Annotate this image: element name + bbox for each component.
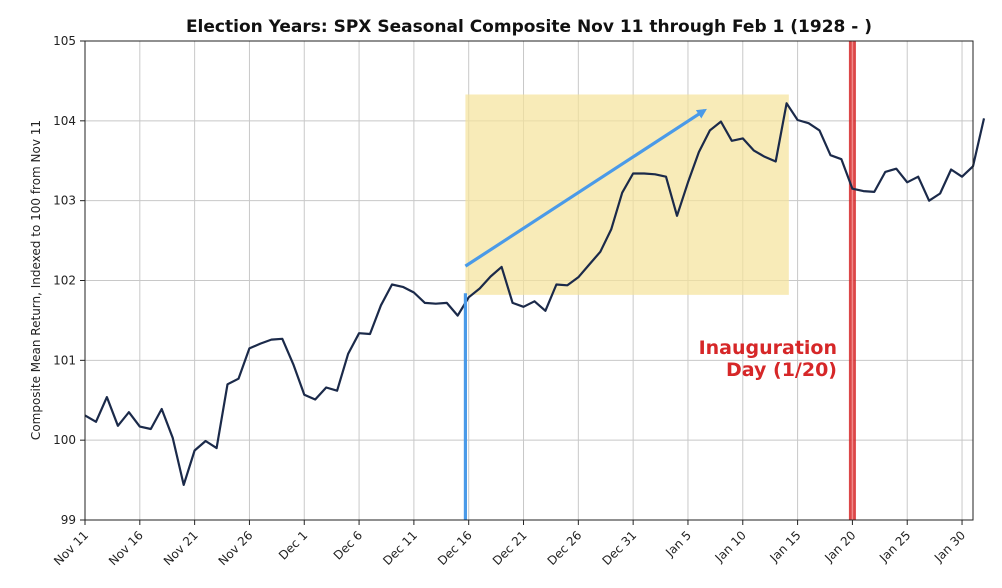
x-tick-label: Dec 6 xyxy=(331,528,365,562)
x-tick-label: Jan 25 xyxy=(876,528,913,565)
y-tick-label: 100 xyxy=(53,433,76,447)
x-tick-label: Jan 30 xyxy=(931,528,968,565)
y-tick-label: 99 xyxy=(61,513,76,527)
x-tick-label: Jan 10 xyxy=(712,528,749,565)
x-tick-label: Nov 16 xyxy=(106,528,146,568)
series-layer xyxy=(84,102,986,486)
chart-title: Election Years: SPX Seasonal Composite N… xyxy=(186,17,872,37)
annotation-inauguration-line1: Inauguration xyxy=(699,337,837,359)
y-tick-label: 103 xyxy=(53,194,76,208)
x-tick-label: Dec 11 xyxy=(380,528,420,568)
x-tick-label: Jan 5 xyxy=(662,528,694,560)
annotation-inauguration-line2: Day (1/20) xyxy=(726,359,837,381)
x-tick-label: Nov 21 xyxy=(161,528,201,568)
x-tick-label: Dec 26 xyxy=(545,528,585,568)
x-tick-label: Jan 20 xyxy=(821,528,858,565)
x-tick-label: Dec 31 xyxy=(599,528,639,568)
highlight-region-layer xyxy=(465,94,789,295)
y-tick-label: 105 xyxy=(53,34,76,48)
arrow-layer xyxy=(463,108,707,520)
series-line xyxy=(84,102,986,486)
x-tick-label: Dec 21 xyxy=(490,528,530,568)
y-axis-label: Composite Mean Return, Indexed to 100 fr… xyxy=(29,120,43,440)
x-tick-label: Jan 15 xyxy=(767,528,804,565)
trend-arrow xyxy=(464,108,707,268)
y-tick-label: 104 xyxy=(53,114,76,128)
y-tick-label: 101 xyxy=(53,353,76,367)
x-tick-label: Nov 11 xyxy=(51,528,91,568)
x-tick-label: Nov 26 xyxy=(216,528,256,568)
y-tick-label: 102 xyxy=(53,274,76,288)
x-tick-label: Dec 16 xyxy=(435,528,475,568)
x-tick-label: Dec 1 xyxy=(276,528,310,562)
highlight-region xyxy=(465,94,789,295)
